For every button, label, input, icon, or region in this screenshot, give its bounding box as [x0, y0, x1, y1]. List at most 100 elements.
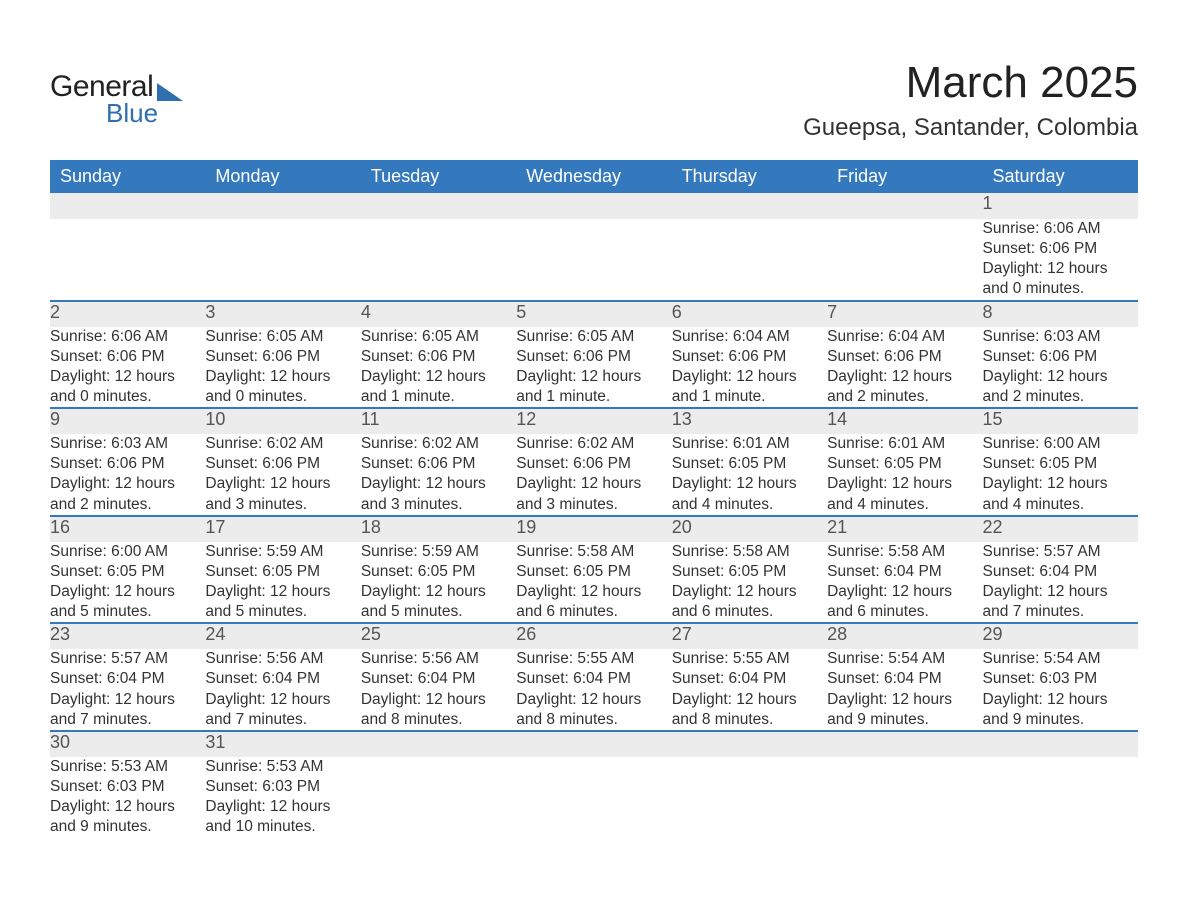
- sunrise-text: Sunrise: 6:02 AM: [516, 434, 671, 454]
- weekday-header: Wednesday: [516, 160, 671, 193]
- daylight-line-2: and 4 minutes.: [827, 495, 982, 515]
- week-info-row: Sunrise: 6:03 AMSunset: 6:06 PMDaylight:…: [50, 434, 1138, 516]
- daylight-line-1: Daylight: 12 hours: [205, 367, 360, 387]
- sunset-text: Sunset: 6:04 PM: [672, 669, 827, 689]
- day-number-cell: [672, 731, 827, 757]
- day-number-cell: 27: [672, 623, 827, 649]
- day-number-cell: 1: [983, 193, 1138, 219]
- daylight-line-2: and 1 minute.: [672, 387, 827, 407]
- daylight-line-1: Daylight: 12 hours: [672, 474, 827, 494]
- sunrise-text: Sunrise: 6:02 AM: [361, 434, 516, 454]
- sunset-text: Sunset: 6:06 PM: [50, 347, 205, 367]
- sunrise-text: Sunrise: 5:56 AM: [361, 649, 516, 669]
- sunrise-text: Sunrise: 6:01 AM: [672, 434, 827, 454]
- sunset-text: Sunset: 6:05 PM: [672, 454, 827, 474]
- sunset-text: Sunset: 6:06 PM: [983, 347, 1138, 367]
- sunrise-text: Sunrise: 6:06 AM: [50, 327, 205, 347]
- day-number-cell: 19: [516, 516, 671, 542]
- sunrise-text: Sunrise: 6:00 AM: [50, 542, 205, 562]
- weekday-header: Tuesday: [361, 160, 516, 193]
- sunrise-text: Sunrise: 5:54 AM: [827, 649, 982, 669]
- day-info-cell: Sunrise: 5:54 AMSunset: 6:03 PMDaylight:…: [983, 649, 1138, 731]
- daylight-line-1: Daylight: 12 hours: [827, 367, 982, 387]
- day-info-cell: Sunrise: 6:04 AMSunset: 6:06 PMDaylight:…: [672, 327, 827, 409]
- sunset-text: Sunset: 6:06 PM: [205, 454, 360, 474]
- calendar-table: SundayMondayTuesdayWednesdayThursdayFrid…: [50, 160, 1138, 837]
- day-info-cell: Sunrise: 5:56 AMSunset: 6:04 PMDaylight:…: [361, 649, 516, 731]
- day-number-cell: [516, 731, 671, 757]
- daylight-line-2: and 2 minutes.: [50, 495, 205, 515]
- day-info-cell: Sunrise: 5:57 AMSunset: 6:04 PMDaylight:…: [50, 649, 205, 731]
- sunrise-text: Sunrise: 6:03 AM: [983, 327, 1138, 347]
- day-info-cell: Sunrise: 6:00 AMSunset: 6:05 PMDaylight:…: [50, 542, 205, 624]
- sunset-text: Sunset: 6:03 PM: [983, 669, 1138, 689]
- sunrise-text: Sunrise: 5:58 AM: [827, 542, 982, 562]
- daylight-line-1: Daylight: 12 hours: [50, 690, 205, 710]
- daylight-line-2: and 6 minutes.: [516, 602, 671, 622]
- sunrise-text: Sunrise: 5:55 AM: [516, 649, 671, 669]
- week-info-row: Sunrise: 6:00 AMSunset: 6:05 PMDaylight:…: [50, 542, 1138, 624]
- sunrise-text: Sunrise: 6:06 AM: [983, 219, 1138, 239]
- daylight-line-1: Daylight: 12 hours: [50, 797, 205, 817]
- daylight-line-1: Daylight: 12 hours: [205, 690, 360, 710]
- day-number-cell: 2: [50, 301, 205, 327]
- day-info-cell: [361, 219, 516, 301]
- sunset-text: Sunset: 6:05 PM: [672, 562, 827, 582]
- daylight-line-1: Daylight: 12 hours: [672, 582, 827, 602]
- sunrise-text: Sunrise: 5:59 AM: [205, 542, 360, 562]
- daylight-line-1: Daylight: 12 hours: [516, 582, 671, 602]
- daylight-line-1: Daylight: 12 hours: [361, 582, 516, 602]
- location-subtitle: Gueepsa, Santander, Colombia: [803, 114, 1138, 142]
- day-info-cell: [361, 757, 516, 838]
- day-number-cell: 23: [50, 623, 205, 649]
- daylight-line-1: Daylight: 12 hours: [983, 582, 1138, 602]
- daylight-line-2: and 9 minutes.: [50, 817, 205, 837]
- daylight-line-1: Daylight: 12 hours: [827, 474, 982, 494]
- day-info-cell: [672, 757, 827, 838]
- daylight-line-2: and 5 minutes.: [50, 602, 205, 622]
- daylight-line-1: Daylight: 12 hours: [361, 690, 516, 710]
- sunset-text: Sunset: 6:06 PM: [516, 347, 671, 367]
- daylight-line-1: Daylight: 12 hours: [205, 582, 360, 602]
- daylight-line-1: Daylight: 12 hours: [205, 474, 360, 494]
- day-info-cell: Sunrise: 6:00 AMSunset: 6:05 PMDaylight:…: [983, 434, 1138, 516]
- sunrise-text: Sunrise: 5:57 AM: [983, 542, 1138, 562]
- daylight-line-1: Daylight: 12 hours: [50, 582, 205, 602]
- sunrise-text: Sunrise: 6:05 AM: [205, 327, 360, 347]
- day-info-cell: Sunrise: 6:05 AMSunset: 6:06 PMDaylight:…: [516, 327, 671, 409]
- day-info-cell: Sunrise: 5:59 AMSunset: 6:05 PMDaylight:…: [361, 542, 516, 624]
- daylight-line-1: Daylight: 12 hours: [672, 690, 827, 710]
- daylight-line-1: Daylight: 12 hours: [516, 367, 671, 387]
- sunrise-text: Sunrise: 6:04 AM: [827, 327, 982, 347]
- sunset-text: Sunset: 6:04 PM: [983, 562, 1138, 582]
- sunset-text: Sunset: 6:03 PM: [205, 777, 360, 797]
- day-number-cell: 8: [983, 301, 1138, 327]
- sunset-text: Sunset: 6:06 PM: [516, 454, 671, 474]
- day-info-cell: Sunrise: 5:56 AMSunset: 6:04 PMDaylight:…: [205, 649, 360, 731]
- sunset-text: Sunset: 6:06 PM: [361, 347, 516, 367]
- day-info-cell: Sunrise: 5:54 AMSunset: 6:04 PMDaylight:…: [827, 649, 982, 731]
- daylight-line-2: and 6 minutes.: [827, 602, 982, 622]
- week-daynum-row: 23242526272829: [50, 623, 1138, 649]
- day-number-cell: [361, 731, 516, 757]
- daylight-line-2: and 0 minutes.: [983, 279, 1138, 299]
- sunset-text: Sunset: 6:04 PM: [516, 669, 671, 689]
- sunset-text: Sunset: 6:04 PM: [361, 669, 516, 689]
- weekday-header: Sunday: [50, 160, 205, 193]
- sunrise-text: Sunrise: 5:58 AM: [672, 542, 827, 562]
- day-number-cell: 28: [827, 623, 982, 649]
- daylight-line-2: and 1 minute.: [516, 387, 671, 407]
- daylight-line-2: and 9 minutes.: [827, 710, 982, 730]
- day-number-cell: 3: [205, 301, 360, 327]
- day-number-cell: 9: [50, 408, 205, 434]
- daylight-line-1: Daylight: 12 hours: [50, 367, 205, 387]
- day-info-cell: Sunrise: 6:02 AMSunset: 6:06 PMDaylight:…: [361, 434, 516, 516]
- day-info-cell: Sunrise: 6:03 AMSunset: 6:06 PMDaylight:…: [983, 327, 1138, 409]
- brand-logo: General Blue: [50, 40, 183, 129]
- daylight-line-1: Daylight: 12 hours: [50, 474, 205, 494]
- day-info-cell: Sunrise: 6:01 AMSunset: 6:05 PMDaylight:…: [827, 434, 982, 516]
- sunset-text: Sunset: 6:06 PM: [983, 239, 1138, 259]
- day-info-cell: Sunrise: 6:06 AMSunset: 6:06 PMDaylight:…: [50, 327, 205, 409]
- day-info-cell: Sunrise: 5:57 AMSunset: 6:04 PMDaylight:…: [983, 542, 1138, 624]
- month-title: March 2025: [803, 58, 1138, 108]
